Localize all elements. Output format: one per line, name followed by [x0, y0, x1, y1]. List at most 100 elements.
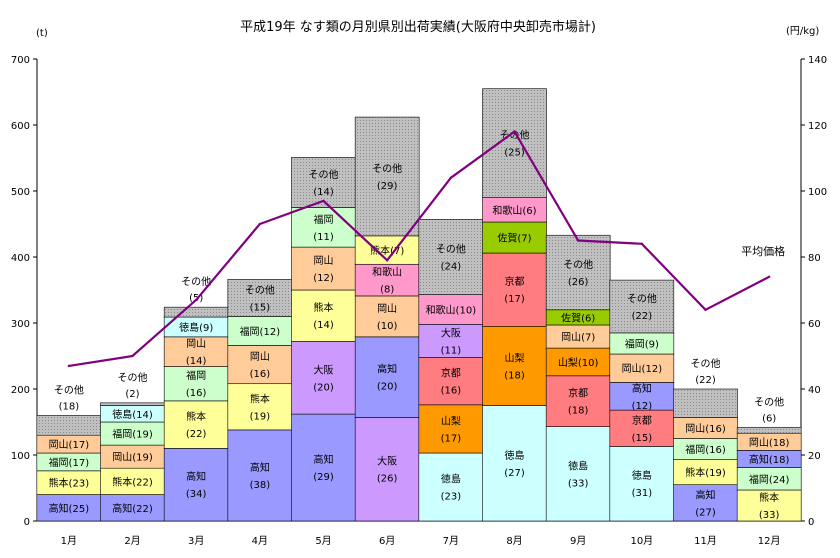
bar-segment-label: (11) — [441, 345, 462, 356]
bar-segment-label: (18) — [59, 401, 80, 412]
bar-segment — [418, 219, 484, 295]
price-line-label: 平均価格 — [741, 244, 785, 258]
bar-segment-label: 高知(18) — [749, 453, 790, 466]
left-tick-label: 600 — [11, 121, 30, 132]
bar-segment-label: 佐賀(7) — [497, 233, 531, 245]
left-axis-unit: (t) — [36, 28, 48, 39]
bar-segment — [354, 417, 420, 522]
bar-segment — [482, 252, 547, 327]
bar-segment-label: 高知 — [632, 382, 652, 395]
bar-segment-label: 岡山(17) — [49, 439, 90, 451]
bar-segment-label: 京都 — [505, 275, 525, 288]
bar-segment-label: 岡山 — [250, 351, 270, 363]
left-tick-label: 200 — [11, 385, 30, 396]
bar-segment-label: 福岡(9) — [625, 337, 659, 350]
bar-segment-label: (11) — [313, 232, 334, 243]
plot-area: 0 100 200 300 400 500 600 700 0 20 40 60 80 100 120 140… — [11, 55, 827, 547]
bar-segment-label: (29) — [377, 181, 398, 192]
bar-segment — [482, 221, 547, 254]
bar-segment-label: (17) — [504, 294, 525, 305]
bar-segment-label: 岡山 — [314, 255, 334, 267]
price-point — [513, 130, 516, 133]
bar-segment-label: 高知 — [186, 470, 206, 483]
bar-segment — [100, 467, 165, 495]
bar-segment-label: (23) — [441, 492, 462, 503]
bar-segment — [418, 294, 484, 325]
bar-segment-label: 福岡 — [186, 369, 206, 382]
bar-segment-label: 福岡(24) — [749, 473, 790, 486]
bar-segment-label: (15) — [250, 302, 271, 313]
bar-segment — [545, 375, 611, 427]
bar-segment-label: 福岡(16) — [685, 443, 726, 456]
bar-segment — [418, 357, 484, 406]
left-tick-label: 300 — [11, 319, 30, 330]
bar-segment-label: (16) — [186, 388, 207, 399]
bar-segment — [609, 279, 675, 334]
chart-title: 平成19年 なす類の月別県別出荷実績(大阪府中央卸売市場計) — [240, 19, 596, 35]
bar-segment-label: 大阪 — [377, 455, 397, 468]
bar-segment-label: (15) — [632, 433, 653, 444]
bar-segment-label: (31) — [632, 488, 653, 499]
x-tick-label: 9月 — [570, 535, 586, 547]
bar-segment-label: 高知(22) — [112, 502, 153, 515]
x-tick-label: 7月 — [443, 535, 459, 547]
bar-segment-label: (14) — [313, 187, 334, 198]
left-tick-label: 0 — [24, 517, 30, 528]
bar-segment-label: (22) — [186, 429, 207, 440]
bar-segment-label: その他 — [181, 275, 211, 288]
bar-segment — [163, 366, 229, 402]
bar-segment-label: 岡山 — [377, 303, 397, 315]
bar-segment-label: その他 — [563, 258, 593, 271]
bar-segment — [100, 402, 165, 406]
bar-segment-label: 熊本 — [759, 491, 779, 504]
right-tick-label: 40 — [808, 385, 821, 396]
bar-segment-label: 徳島 — [632, 469, 652, 482]
bar-segment-label: 大阪 — [441, 326, 461, 339]
bar-segment-label: (2) — [125, 389, 139, 400]
x-tick-label: 8月 — [506, 535, 522, 547]
bar-segment-label: (17) — [441, 433, 462, 444]
x-tick-label: 2月 — [124, 535, 140, 547]
bar-segment-label: 山梨(10) — [558, 356, 599, 369]
x-tick-label: 12月 — [758, 535, 781, 547]
price-point — [576, 239, 580, 242]
bar-segment-label: 福岡(17) — [49, 456, 90, 469]
bar-segment-label: 和歌山(10) — [426, 303, 477, 316]
bar-segment-label: (16) — [250, 369, 271, 380]
price-point — [322, 199, 325, 203]
bar-segment-label: 福岡(12) — [240, 325, 281, 338]
bar-segment-label: (20) — [313, 382, 334, 393]
x-tick-label: 6月 — [379, 535, 395, 547]
bar-segment-label: その他 — [54, 383, 84, 396]
bar-segment — [418, 452, 484, 522]
bar-segment-label: (18) — [504, 370, 525, 381]
left-tick-label: 400 — [11, 253, 30, 264]
bar-segment-label: (26) — [377, 474, 398, 485]
right-tick-label: 60 — [808, 319, 821, 330]
bar-segment — [673, 484, 738, 522]
x-tick-label: 11月 — [694, 535, 717, 547]
price-line — [68, 129, 770, 367]
bar-segment — [418, 404, 484, 454]
price-point — [640, 242, 644, 245]
bar-segment-label: その他 — [372, 162, 402, 175]
bar-segment-label: (14) — [186, 356, 207, 367]
bar-segment-label: 山梨 — [441, 414, 461, 427]
x-tick-label: 4月 — [252, 535, 268, 547]
bar-segment-label: (34) — [186, 489, 207, 500]
bar-segment-label: 山梨 — [505, 351, 525, 364]
bar-segment — [227, 345, 293, 385]
left-tick-label: 700 — [11, 55, 30, 66]
bar-segment-label: (24) — [441, 262, 462, 273]
x-tick-label: 1月 — [61, 535, 77, 547]
left-tick-label: 500 — [11, 187, 30, 198]
bar-segment-label: 和歌山(6) — [492, 204, 536, 217]
bar-segment-label: 熊本 — [314, 301, 334, 314]
bar-segment-label: 高知 — [250, 461, 270, 474]
bar-segment — [291, 157, 356, 208]
bar-segment — [545, 234, 611, 311]
bar-segment — [354, 263, 420, 297]
bar-segment — [227, 429, 293, 522]
bar-segment — [227, 279, 293, 317]
bar-segment — [291, 207, 356, 248]
